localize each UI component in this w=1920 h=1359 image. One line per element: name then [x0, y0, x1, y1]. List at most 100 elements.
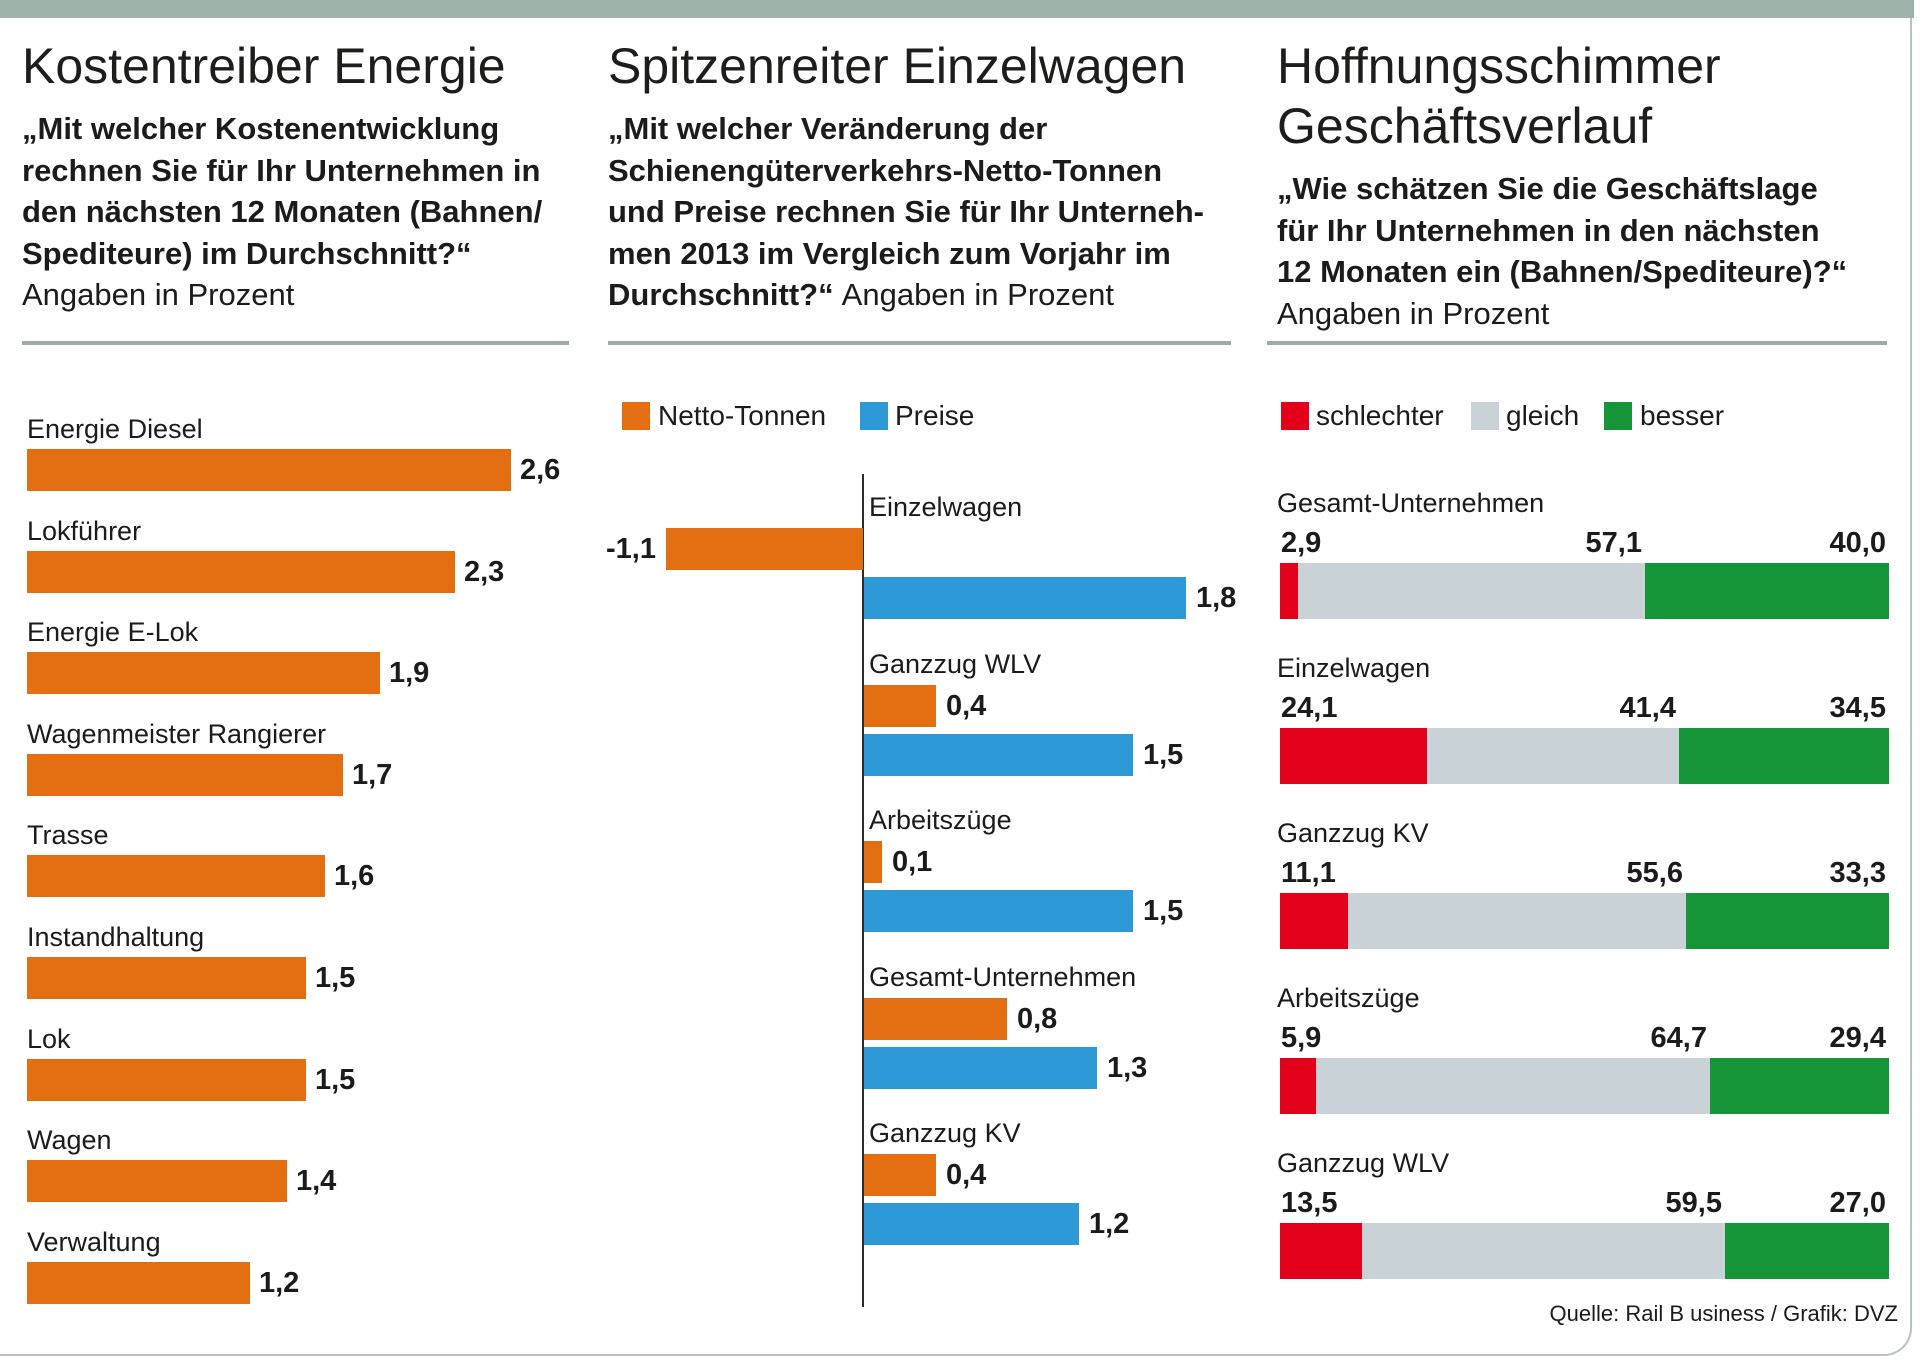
gleich-segment: [1348, 893, 1686, 949]
preise-bar: [864, 734, 1133, 776]
group-label: Ganzzug WLV: [869, 649, 1042, 679]
schlechter-segment: [1280, 728, 1427, 784]
preise-value-label: 1,2: [1089, 1208, 1130, 1240]
row-label: Arbeitszüge: [1277, 983, 1420, 1013]
question-line-with-note: Durchschnitt?“ Angaben in Prozent: [608, 274, 1231, 316]
panel-question: „Mit welcher Veränderung der Schienengüt…: [608, 108, 1231, 316]
netto-tonnen-bar: [666, 528, 863, 570]
legend-swatch-preise: [860, 402, 888, 430]
group-label: Einzelwagen: [869, 492, 1023, 522]
question-line: für Ihr Unternehmen in den nächsten: [1277, 212, 1820, 248]
legend-swatch-schlechter: [1281, 402, 1309, 430]
netto-tonnen-bar: [864, 841, 882, 883]
schlechter-value-label: 11,1: [1281, 857, 1336, 889]
row-label: Gesamt-Unternehmen: [1277, 488, 1545, 518]
question-line: und Preise rechnen Sie für Ihr Unterneh-: [608, 194, 1205, 230]
category-label: Trasse: [27, 820, 109, 850]
netto-tonnen-bar: [864, 685, 936, 727]
gleich-value-label: 55,6: [1626, 857, 1683, 889]
schlechter-value-label: 5,9: [1281, 1022, 1322, 1054]
netto-tonnen-bar: [864, 998, 1007, 1040]
schlechter-value-label: 2,9: [1281, 527, 1322, 559]
question-line: men 2013 im Vergleich zum Vorjahr im: [608, 235, 1171, 271]
gleich-segment: [1362, 1223, 1725, 1279]
category-label: Verwaltung: [27, 1227, 161, 1257]
cost-bar: [27, 957, 306, 999]
value-label: 1,5: [315, 1064, 356, 1096]
preise-bar: [864, 1203, 1079, 1245]
preise-bar: [864, 890, 1133, 932]
panel-question: „Wie schätzen Sie die Geschäftslage für …: [1277, 168, 1897, 334]
gleich-value-label: 64,7: [1650, 1022, 1707, 1054]
value-label: 1,4: [296, 1165, 337, 1197]
panel-note: Angaben in Prozent: [22, 277, 295, 313]
schlechter-segment: [1280, 1223, 1362, 1279]
panel-title: Hoffnungsschimmer Geschäftsverlauf: [1277, 38, 1721, 154]
besser-value-label: 40,0: [1829, 527, 1886, 559]
legend-swatch-besser: [1604, 402, 1632, 430]
besser-value-label: 34,5: [1829, 692, 1886, 724]
page-frame: [0, 10, 1912, 1356]
panel-title: Kostentreiber Energie: [22, 38, 506, 94]
value-label: 1,6: [334, 860, 375, 892]
preise-bar: [864, 577, 1186, 619]
legend-swatch-gleich: [1471, 402, 1499, 430]
row-label: Einzelwagen: [1277, 653, 1431, 683]
netto-tonnen-value-label: 0,1: [892, 846, 933, 878]
netto-tonnen-value-label: 0,8: [1017, 1003, 1058, 1035]
header-rule: [22, 341, 569, 345]
preise-value-label: 1,3: [1107, 1052, 1148, 1084]
panel-note: Angaben in Prozent: [1277, 295, 1550, 331]
besser-segment: [1710, 1058, 1889, 1114]
question-line: rechnen Sie für Ihr Unternehmen in: [22, 152, 541, 188]
schlechter-value-label: 13,5: [1281, 1187, 1338, 1219]
cost-bar: [27, 754, 343, 796]
schlechter-segment: [1280, 563, 1298, 619]
category-label: Instandhaltung: [27, 922, 205, 952]
legend-label-schlechter: schlechter: [1316, 400, 1444, 431]
gleich-segment: [1427, 728, 1679, 784]
panel-note: Angaben in Prozent: [841, 277, 1114, 313]
panel-cost-drivers: Kostentreiber Energie „Mit welcher Koste…: [22, 36, 569, 316]
preise-value-label: 1,5: [1143, 739, 1184, 771]
category-label: Wagen: [27, 1125, 112, 1155]
header-rule: [608, 341, 1231, 345]
group-label: Ganzzug KV: [869, 1118, 1021, 1148]
question-line: „Wie schätzen Sie die Geschäftslage: [1277, 171, 1818, 206]
preise-value-label: 1,8: [1196, 582, 1237, 614]
schlechter-value-label: 24,1: [1281, 692, 1338, 724]
row-label: Ganzzug WLV: [1277, 1148, 1450, 1178]
group-label: Arbeitszüge: [869, 805, 1012, 835]
netto-tonnen-value-label: 0,4: [946, 1159, 987, 1191]
preise-value-label: 1,5: [1143, 895, 1184, 927]
value-label: 1,9: [389, 657, 430, 689]
cost-bar: [27, 652, 380, 694]
value-label: 1,7: [352, 759, 393, 791]
group-label: Gesamt-Unternehmen: [869, 962, 1137, 992]
row-label: Ganzzug KV: [1277, 818, 1429, 848]
panel-business-outlook: Hoffnungsschimmer Geschäftsverlauf „Wie …: [1277, 36, 1897, 334]
panel-question: „Mit welcher Kostenentwicklung rechnen S…: [22, 108, 569, 316]
question-line: Spediteure) im Durchschnitt?“: [22, 235, 472, 271]
question-line: den nächsten 12 Monaten (Bahnen/: [22, 194, 543, 230]
legend-label-gleich: gleich: [1506, 400, 1580, 431]
category-label: Lokführer: [27, 516, 142, 546]
cost-bar: [27, 855, 325, 897]
legend-label-netto-tonnen: Netto-Tonnen: [658, 400, 827, 431]
besser-segment: [1645, 563, 1889, 619]
cost-bar: [27, 1262, 250, 1304]
category-label: Lok: [27, 1024, 71, 1054]
besser-segment: [1725, 1223, 1889, 1279]
panel-volumes-prices: Spitzenreiter Einzelwagen „Mit welcher V…: [608, 36, 1231, 316]
question-line: „Mit welcher Veränderung der: [608, 111, 1048, 146]
category-label: Wagenmeister Rangierer: [27, 719, 327, 749]
netto-tonnen-bar: [864, 1154, 936, 1196]
netto-tonnen-value-label: 0,4: [946, 690, 987, 722]
legend-label-besser: besser: [1640, 400, 1725, 431]
gleich-segment: [1316, 1058, 1710, 1114]
gleich-value-label: 59,5: [1665, 1187, 1722, 1219]
cost-bar: [27, 1059, 306, 1101]
value-label: 1,5: [315, 962, 356, 994]
schlechter-segment: [1280, 893, 1348, 949]
schlechter-segment: [1280, 1058, 1316, 1114]
